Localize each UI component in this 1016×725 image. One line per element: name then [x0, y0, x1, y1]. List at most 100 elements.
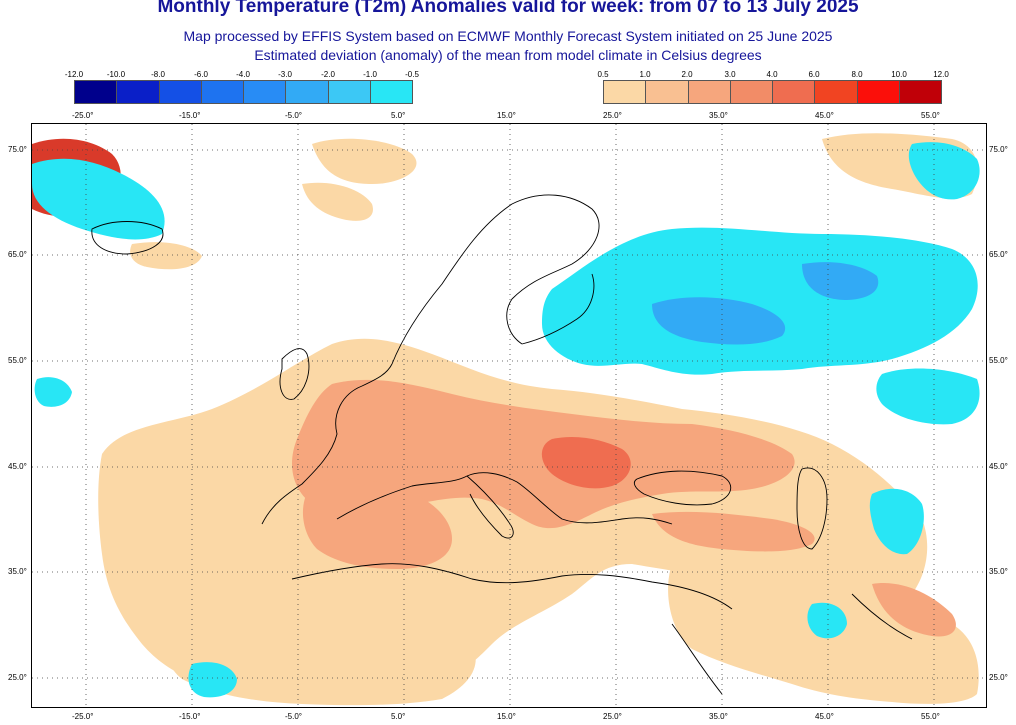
lon-label-top: 25.0° [603, 111, 622, 120]
legend-tick: -8.0 [151, 70, 165, 79]
lon-label-top: 55.0° [921, 111, 940, 120]
legend-tick: -1.0 [363, 70, 377, 79]
legend-swatch [75, 81, 118, 103]
coast-baltic [521, 273, 595, 345]
coast-persian-gulf [851, 593, 913, 640]
legend-tick: -0.5 [405, 70, 419, 79]
legend-tick: 12.0 [933, 70, 949, 79]
map-title: Monthly Temperature (T2m) Anomalies vali… [157, 0, 859, 17]
legend-swatch [244, 81, 287, 103]
legend-tick: 10.0 [891, 70, 907, 79]
legend-swatch [117, 81, 160, 103]
legend-tick: 0.5 [597, 70, 609, 79]
legend-swatch [646, 81, 689, 103]
legend-swatch [286, 81, 329, 103]
legend-tick: 6.0 [808, 70, 820, 79]
lon-label-top: -5.0° [285, 111, 302, 120]
lon-label-bottom: -25.0° [72, 712, 94, 721]
map-graticule [32, 124, 986, 707]
cold-anomaly-layer [32, 142, 980, 698]
legend-tick: -6.0 [194, 70, 208, 79]
lat-label-right: 55.0° [989, 356, 1008, 365]
lon-label-top: -15.0° [179, 111, 201, 120]
lat-label-right: 45.0° [989, 462, 1008, 471]
legend-tick: 3.0 [724, 70, 736, 79]
coast-iceland [91, 221, 164, 255]
coast-uk [279, 348, 310, 400]
legend-tick: 2.0 [681, 70, 693, 79]
coast-caspian-sea [796, 467, 828, 550]
legend-tick: 8.0 [851, 70, 863, 79]
warm-region-balkans [541, 437, 631, 489]
legend-swatch [604, 81, 647, 103]
legend-tick: 1.0 [639, 70, 651, 79]
lon-label-bottom: 55.0° [921, 712, 940, 721]
warm-region-arabia [872, 583, 956, 637]
legend-tick: -12.0 [64, 70, 84, 79]
lat-label-right: 25.0° [989, 673, 1008, 682]
legend-swatch [328, 81, 371, 103]
legend-swatch [159, 81, 202, 103]
cold-region-persian [807, 602, 847, 639]
legend-swatch [857, 81, 900, 103]
lat-label-right: 75.0° [989, 145, 1008, 154]
cold-region-greenland-west [32, 158, 165, 240]
legend-tick: -10.0 [106, 70, 126, 79]
warm-region-north-atlantic [312, 138, 417, 184]
lat-label-left: 75.0° [8, 145, 27, 154]
anomaly-map-canvas [32, 124, 986, 707]
lon-label-bottom: -5.0° [285, 712, 302, 721]
map-subtitle: Map processed by EFFIS System based on E… [183, 28, 833, 44]
lon-label-bottom: 35.0° [709, 712, 728, 721]
legend-swatch [730, 81, 773, 103]
legend-swatch [773, 81, 816, 103]
cold-region-urals [802, 262, 879, 300]
lat-label-left: 55.0° [8, 356, 27, 365]
legend-tick: -3.0 [278, 70, 292, 79]
warm-region-north-sea [302, 182, 373, 221]
lat-label-right: 65.0° [989, 250, 1008, 259]
legend-swatch [899, 81, 941, 103]
cold-anomaly-mid-layer [652, 262, 879, 345]
legend-tick: -2.0 [321, 70, 335, 79]
cold-region-azores [34, 377, 72, 407]
lon-label-top: 15.0° [497, 111, 516, 120]
coast-italy [466, 475, 514, 539]
lat-label-left: 25.0° [8, 673, 27, 682]
coast-red-sea [671, 623, 723, 695]
legend-swatch [815, 81, 858, 103]
cold-region-arctic [908, 142, 980, 200]
anomaly-map[interactable] [31, 123, 987, 708]
warm-legend-bar [603, 80, 942, 104]
legend-swatch [201, 81, 244, 103]
warm-region-iberia [302, 478, 452, 569]
coast-iberia-france [261, 363, 393, 525]
warm-region-africa [164, 594, 476, 706]
cold-region-sahara [188, 662, 237, 698]
warm-region-iceland-sea [130, 242, 202, 270]
lat-label-right: 35.0° [989, 567, 1008, 576]
lon-label-top: -25.0° [72, 111, 94, 120]
lon-label-bottom: 25.0° [603, 712, 622, 721]
lon-label-bottom: -15.0° [179, 712, 201, 721]
coast-mediterranean-north [336, 472, 673, 525]
lon-label-bottom: 15.0° [497, 712, 516, 721]
lon-label-top: 45.0° [815, 111, 834, 120]
cold-region-russia [542, 227, 978, 375]
cold-region-caspian [869, 488, 924, 555]
coast-black-sea [633, 470, 732, 506]
legend-tick: 4.0 [766, 70, 778, 79]
warm-region-turkey [652, 511, 815, 552]
lon-label-bottom: 5.0° [391, 712, 406, 721]
lat-label-left: 65.0° [8, 250, 27, 259]
lat-label-left: 45.0° [8, 462, 27, 471]
coastline-layer [91, 194, 913, 695]
coast-scandinavia [391, 194, 600, 365]
cold-region-russia-core [652, 297, 786, 345]
lon-label-top: 5.0° [391, 111, 406, 120]
lon-label-bottom: 45.0° [815, 712, 834, 721]
lon-label-top: 35.0° [709, 111, 728, 120]
cold-legend-bar [74, 80, 413, 104]
legend-tick: -4.0 [236, 70, 250, 79]
coast-africa-north [291, 563, 733, 610]
